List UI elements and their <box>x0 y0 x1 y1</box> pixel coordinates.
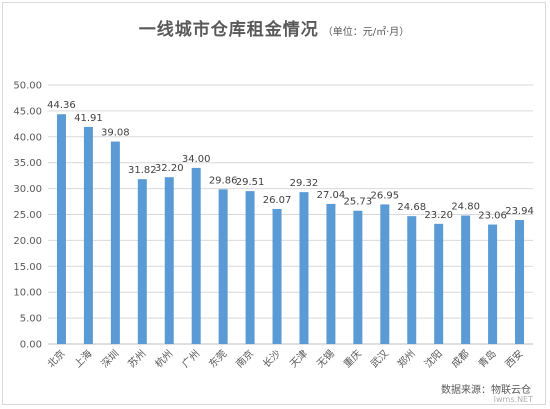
x-tick-label: 沈阳 <box>421 347 444 370</box>
bar-chart: 0.00 5.00 10.00 15.00 20.00 25.00 30.00 35.00 40… <box>13 81 534 371</box>
data-label: 24.80 <box>451 202 480 213</box>
bar <box>488 224 498 344</box>
data-label: 29.32 <box>290 178 319 189</box>
data-label: 27.04 <box>317 190 346 201</box>
bar <box>461 215 471 344</box>
x-tick-label: 青岛 <box>475 347 498 370</box>
x-tick-label: 郑州 <box>395 347 418 370</box>
bar <box>434 223 444 344</box>
watermark: Iwms.NET <box>493 395 533 404</box>
data-label: 31.82 <box>128 165 157 176</box>
data-source: 数据来源：物联云仓 <box>441 385 531 396</box>
y-tick-label: 20.00 <box>13 236 42 247</box>
x-tick-label: 上海 <box>71 347 94 370</box>
chart-title: 一线城市仓库租金情况 <box>138 20 319 40</box>
y-tick-label: 45.00 <box>13 106 42 117</box>
data-label: 32.20 <box>155 163 184 174</box>
x-tick-label: 成都 <box>449 348 472 371</box>
bar <box>56 114 66 344</box>
data-label: 23.20 <box>424 210 453 221</box>
x-tick-label: 长沙 <box>261 348 284 371</box>
y-tick-label: 35.00 <box>13 158 42 169</box>
x-tick-label: 苏州 <box>125 347 148 370</box>
bar <box>83 126 93 345</box>
x-tick-label: 深圳 <box>99 348 122 371</box>
x-tick-label: 东莞 <box>206 347 229 370</box>
data-label: 23.94 <box>505 206 534 217</box>
x-tick-label: 北京 <box>44 347 67 370</box>
bar <box>326 203 336 344</box>
bar <box>299 192 309 344</box>
bar <box>137 179 147 344</box>
data-label: 44.36 <box>47 100 76 111</box>
bar <box>407 216 417 344</box>
bar <box>245 191 255 344</box>
data-label: 26.07 <box>263 195 292 206</box>
title-row: 一线城市仓库租金情况 （单位：元/㎡·月） <box>3 15 545 40</box>
data-label: 41.91 <box>74 113 103 124</box>
y-tick-label: 25.00 <box>13 210 42 221</box>
bar <box>218 189 228 344</box>
data-label: 29.86 <box>209 175 238 186</box>
data-label: 29.51 <box>236 177 265 188</box>
data-label: 23.06 <box>478 211 507 222</box>
bar <box>110 141 120 344</box>
x-tick-label: 无锡 <box>314 347 337 370</box>
data-label: 39.08 <box>101 128 130 139</box>
x-tick-label: 天津 <box>287 348 310 371</box>
bar <box>164 177 174 344</box>
data-label: 25.73 <box>344 197 373 208</box>
y-tick-label: 0.00 <box>20 340 42 351</box>
chart-frame: 一线城市仓库租金情况 （单位：元/㎡·月） 0.00 5.00 10.00 15.00 2… <box>2 2 546 405</box>
x-tick-label: 西安 <box>502 347 525 370</box>
data-label: 34.00 <box>182 154 211 165</box>
y-tick-label: 15.00 <box>13 262 42 273</box>
bar <box>515 219 525 344</box>
bar <box>380 204 390 344</box>
x-tick-label: 武汉 <box>368 347 391 370</box>
bar <box>191 167 201 344</box>
data-label: 26.95 <box>370 190 399 201</box>
bar <box>353 210 363 344</box>
unit-note: （单位：元/㎡·月） <box>322 27 410 38</box>
y-tick-label: 30.00 <box>13 184 42 195</box>
x-tick-label: 杭州 <box>152 347 175 370</box>
x-tick-label: 南京 <box>233 347 256 370</box>
bar <box>272 208 282 344</box>
y-tick-label: 50.00 <box>13 81 42 92</box>
y-tick-label: 10.00 <box>13 288 42 299</box>
data-label: 24.68 <box>397 202 426 213</box>
y-tick-label: 5.00 <box>20 314 42 325</box>
x-tick-label: 广州 <box>180 348 203 371</box>
x-tick-label: 重庆 <box>341 347 364 370</box>
y-tick-label: 40.00 <box>13 132 42 143</box>
